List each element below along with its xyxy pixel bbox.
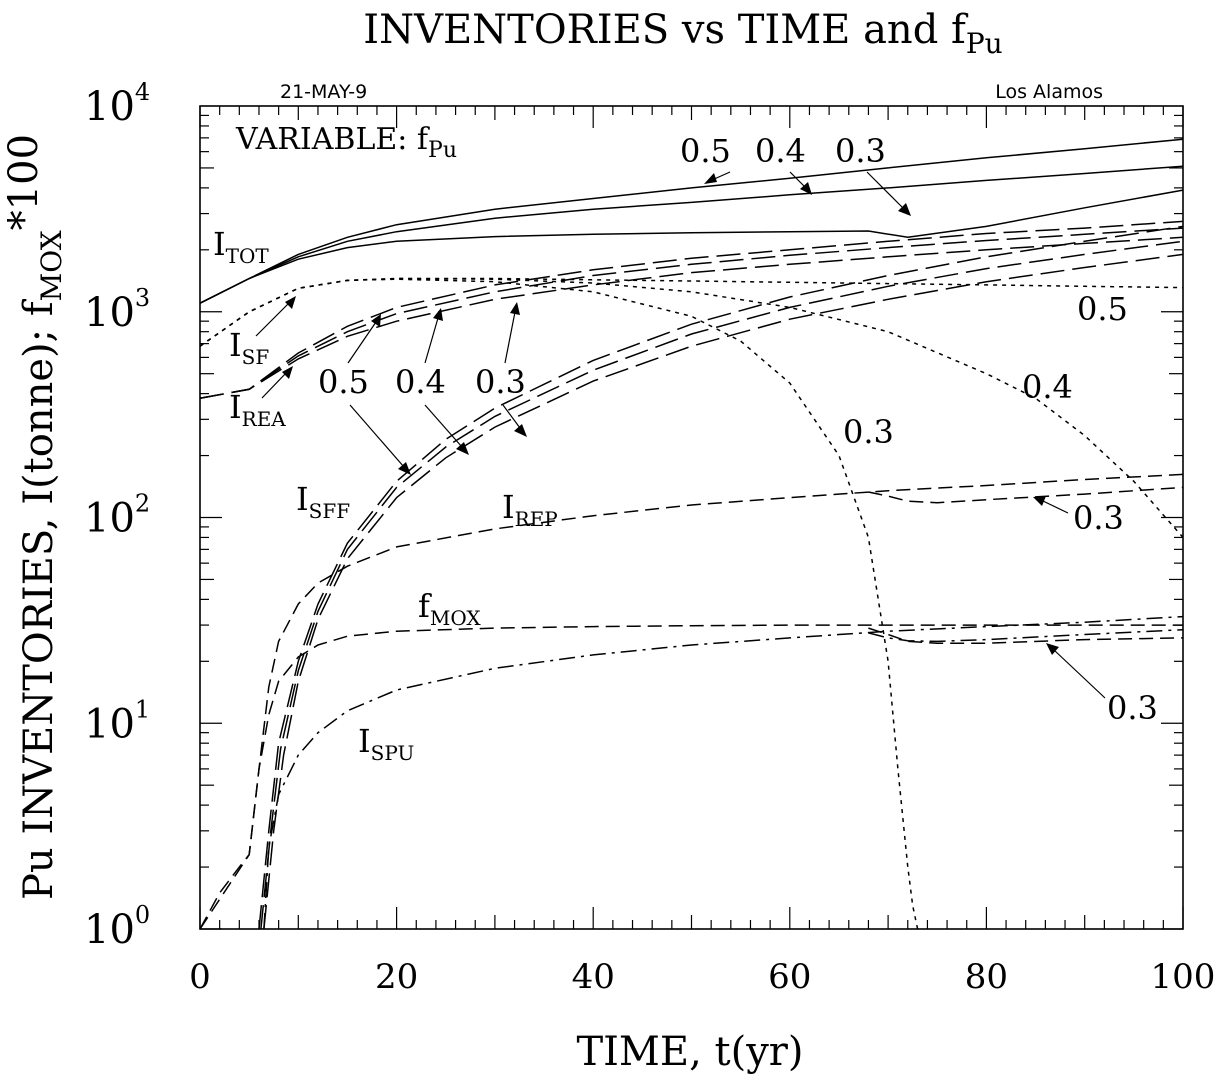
series-tot-05 (199, 138, 1184, 304)
arrowhead-tot-03 (898, 203, 911, 216)
x-tick-label: 60 (768, 957, 811, 997)
arrow-tot-03 (866, 171, 904, 209)
y-tick-label: 100 (84, 901, 150, 953)
label-fmox: fMOX (418, 587, 481, 630)
arrowhead-sff-05 (398, 462, 411, 475)
series-sff-05 (258, 225, 1184, 930)
org-label: Los Alamos (995, 81, 1103, 103)
y-tick-labels: 100 101 102 103 104 (84, 78, 150, 953)
y-tick-label: 103 (84, 284, 150, 336)
series-tot-04 (199, 165, 1184, 304)
x-tick-label: 20 (375, 957, 418, 997)
label-isf: ISF (229, 326, 269, 369)
y-tick-label: 101 (84, 695, 150, 747)
ann-tot-05: 0.5 (680, 132, 731, 170)
x-tick-label: 80 (965, 957, 1008, 997)
ann-sf-05: 0.5 (1077, 290, 1128, 328)
arrowhead-rep-03 (1033, 496, 1046, 506)
label-isff: ISFF (296, 480, 350, 523)
arrow-sff-04 (424, 404, 463, 448)
arrowhead-rea-04 (433, 308, 443, 321)
series-spu-05 (263, 615, 1184, 930)
arrowhead-rea-05 (371, 314, 381, 327)
arrowhead-mox-03 (1046, 643, 1059, 655)
x-tick-label: 100 (1151, 957, 1216, 997)
series-mox-03 (868, 627, 1184, 644)
ann-sf-03: 0.3 (843, 413, 894, 451)
arrowhead-rea-03 (510, 302, 520, 315)
axis-ticks (199, 106, 1184, 930)
arrow-rea-05 (347, 321, 377, 364)
arrow-sff-05 (349, 404, 405, 468)
x-tick-label: 40 (572, 957, 615, 997)
series-sff-04 (260, 240, 1184, 930)
series-sf-04 (199, 277, 1184, 538)
ann-mox-03: 0.3 (1107, 689, 1158, 727)
x-tick-label: 0 (189, 957, 211, 997)
ann-rea-05: 0.5 (318, 363, 369, 401)
series-tot-03 (199, 189, 1184, 304)
curves (199, 138, 1184, 930)
series-rea-05 (199, 220, 1184, 399)
date-label: 21-MAY-9 (280, 81, 367, 103)
arrow-mox-03 (1053, 649, 1106, 699)
series-mox-05 (199, 624, 1183, 930)
label-ispu: ISPU (358, 722, 414, 765)
arrow-isf (255, 301, 291, 337)
x-tick-labels: 0 20 40 60 80 100 (189, 957, 1215, 997)
variable-label: VARIABLE: fPu (235, 122, 457, 163)
series-spu-03 (868, 628, 1184, 643)
arrowhead-tot-05 (704, 173, 717, 184)
series-rep-03 (868, 486, 1184, 504)
label-itot: ITOT (213, 225, 269, 268)
arrowhead-sff-04 (456, 442, 469, 455)
ann-rep-03: 0.3 (1073, 499, 1124, 537)
arrow-tot-04 (789, 171, 807, 189)
ann-sf-04: 0.4 (1022, 368, 1073, 406)
arrowhead-sff-03 (514, 424, 527, 437)
arrowhead-irea (282, 366, 293, 379)
y-tick-label: 104 (84, 78, 150, 130)
ann-tot-04: 0.4 (755, 132, 806, 170)
leader-arrows (255, 171, 1106, 699)
ann-rea-03: 0.3 (475, 363, 526, 401)
arrow-rea-04 (424, 317, 439, 364)
arrowhead-isf (285, 296, 296, 309)
arrow-rea-03 (504, 311, 516, 364)
series-sf-03 (199, 278, 919, 930)
chart-title: INVENTORIES vs TIME and fPu (363, 7, 1002, 60)
y-axis-label: Pu INVENTORIES, I(tonne); fMOX*100 (1, 134, 68, 900)
series-rea-04 (199, 227, 1184, 399)
curve-labels: ITOT ISF IREA ISFF IREP fMOX ISPU (213, 225, 558, 765)
ann-tot-03: 0.3 (835, 132, 886, 170)
arrow-sff-03 (502, 404, 521, 429)
annotations: 0.5 0.4 0.3 0.5 0.4 0.3 0.5 0.4 0.3 0.3 … (318, 132, 1158, 727)
y-tick-label: 102 (84, 490, 150, 542)
label-irea: IREA (229, 388, 286, 431)
x-axis-label: TIME, t(yr) (576, 1029, 803, 1074)
arrow-irea (261, 371, 288, 399)
ann-rea-04: 0.4 (395, 363, 446, 401)
label-irep: IREP (502, 488, 558, 531)
arrow-rep-03 (1042, 500, 1069, 514)
arrowhead-tot-04 (800, 182, 812, 195)
series-sf-05 (199, 277, 1184, 347)
series-sff-03 (263, 253, 1184, 930)
series-rea-03 (199, 236, 1184, 399)
